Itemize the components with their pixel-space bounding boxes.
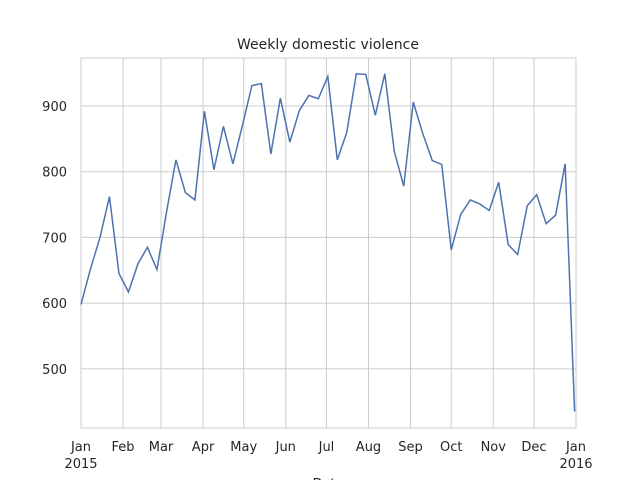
x-tick-label: Apr <box>192 440 215 455</box>
y-tick-label: 800 <box>42 166 67 181</box>
x-tick-label: Nov <box>481 440 507 455</box>
plot-frame <box>80 57 577 429</box>
y-tick-label: 500 <box>42 363 67 378</box>
x-tick-label: Feb <box>112 440 135 455</box>
x-tick-label: Jun <box>275 440 296 455</box>
data-line <box>80 72 576 412</box>
x-tick-label: Oct <box>440 440 462 455</box>
x-tick-label: Jul <box>318 440 335 455</box>
x-axis-label: Date <box>312 477 343 480</box>
x-tick-label: Jan 2015 <box>64 440 97 472</box>
x-tick-label: Mar <box>149 440 174 455</box>
y-tick-label: 900 <box>42 100 67 115</box>
x-tick-label: Jan 2016 <box>559 440 592 472</box>
chart-title: Weekly domestic violence <box>237 37 419 53</box>
x-tick-label: Dec <box>521 440 546 455</box>
x-tick-label: Sep <box>398 440 423 455</box>
x-tick-label: May <box>230 440 257 455</box>
x-tick-label: Aug <box>356 440 381 455</box>
y-tick-label: 600 <box>42 297 67 312</box>
y-tick-label: 700 <box>42 231 67 246</box>
